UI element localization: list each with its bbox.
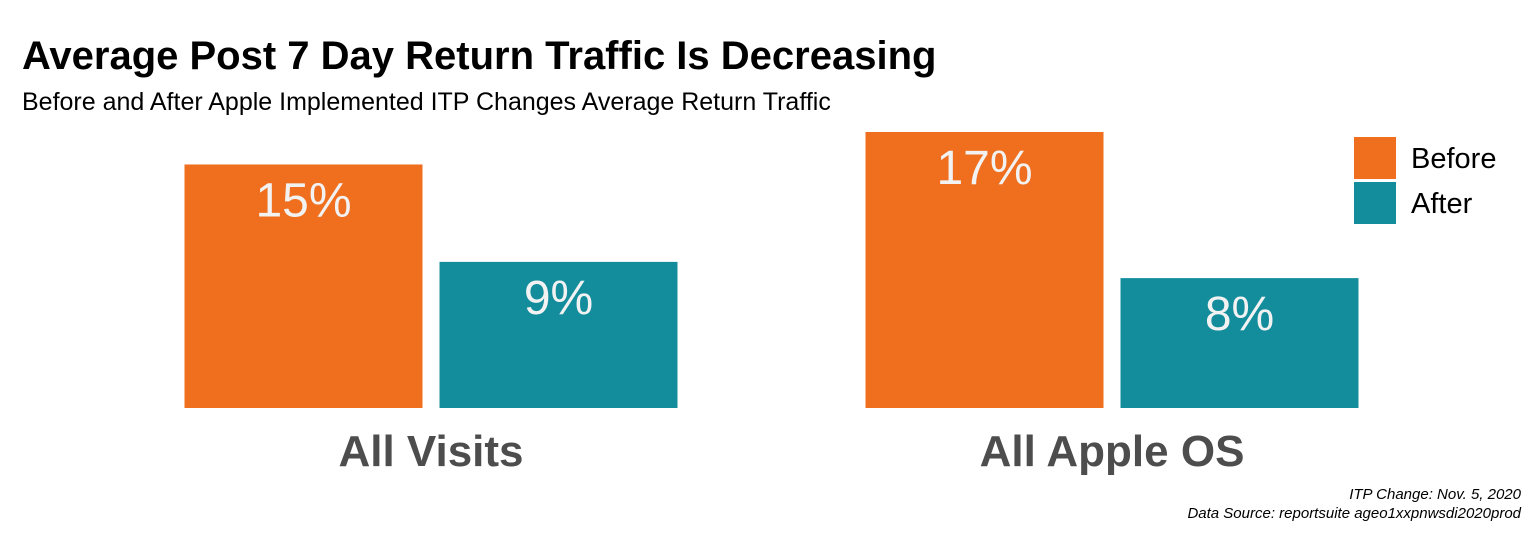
caption-data-source: Data Source: reportsuite ageo1xxpnwsdi20… bbox=[1187, 505, 1521, 522]
bar-all-apple-os-after bbox=[1120, 278, 1359, 408]
bar-all-visits-before bbox=[184, 164, 423, 408]
legend-swatch-before bbox=[1354, 137, 1396, 179]
x-tick-label-all-visits: All Visits bbox=[338, 427, 523, 476]
legend-label-after: After bbox=[1411, 188, 1473, 220]
data-label-all-visits-before: 15% bbox=[255, 174, 351, 227]
chart-title: Average Post 7 Day Return Traffic Is Dec… bbox=[22, 34, 937, 78]
legend-label-before: Before bbox=[1411, 143, 1496, 175]
bar-all-visits-after bbox=[439, 261, 678, 408]
bar-all-apple-os-before bbox=[865, 132, 1104, 408]
data-label-all-apple-os-after: 8% bbox=[1205, 288, 1274, 341]
data-label-all-visits-after: 9% bbox=[524, 272, 593, 325]
data-label-all-apple-os-before: 17% bbox=[936, 142, 1032, 195]
chart-subtitle: Before and After Apple Implemented ITP C… bbox=[22, 88, 831, 116]
caption-itp-change: ITP Change: Nov. 5, 2020 bbox=[1349, 486, 1521, 503]
legend-swatch-after bbox=[1354, 182, 1396, 224]
x-tick-label-all-apple-os: All Apple OS bbox=[980, 427, 1245, 476]
